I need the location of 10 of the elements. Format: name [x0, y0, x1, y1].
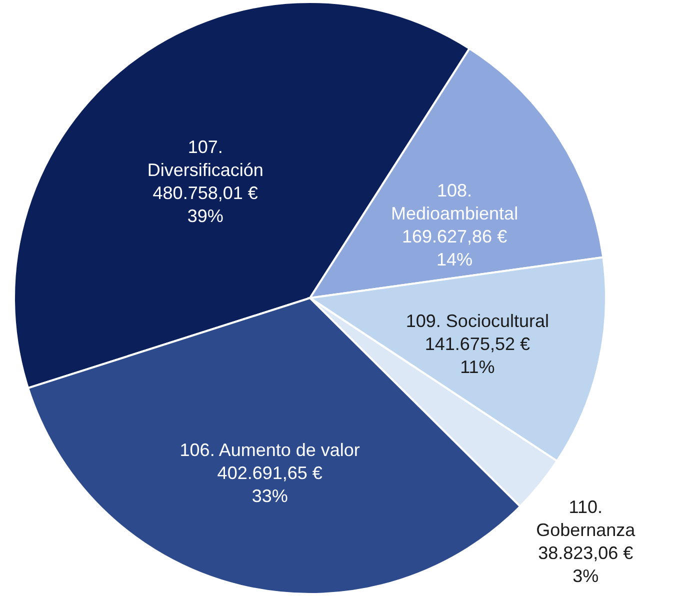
data-label: 38.823,06 € 3% — [538, 543, 634, 586]
slice-label: 109. Sociocultural — [406, 310, 549, 331]
data-label: 141.675,52 € 11% — [424, 334, 530, 377]
slice-label: 106. Aumento de valor — [180, 440, 360, 460]
slice-label: 107. Diversificación — [147, 136, 264, 180]
data-label: 402.691,65 € 33% — [217, 462, 322, 506]
slice-label: 108. Medioambiental — [390, 180, 518, 224]
data-label: 480.758,01 € 39% — [152, 182, 258, 226]
slice-label: 110. Gobernanza — [536, 497, 636, 540]
data-label: 169.627,86 € 14% — [402, 226, 508, 270]
